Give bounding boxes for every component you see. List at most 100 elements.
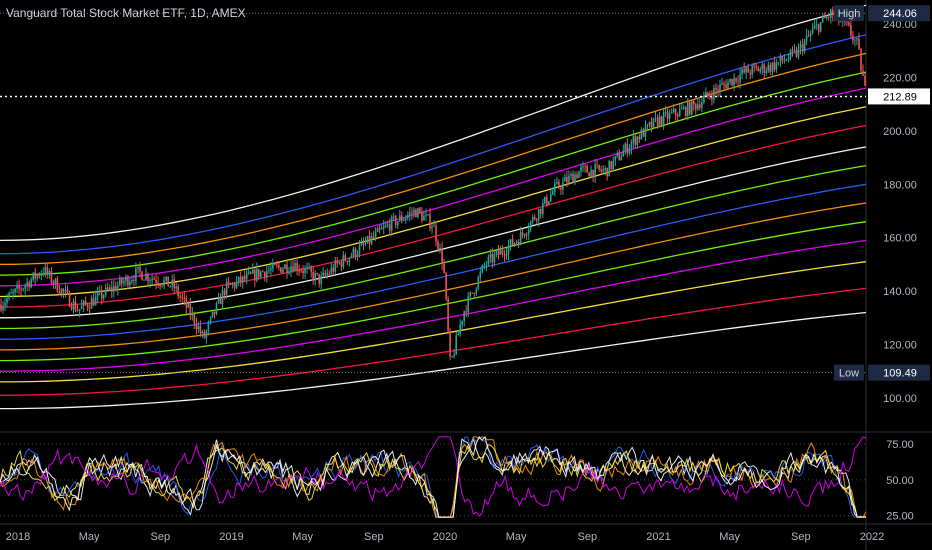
candle-body <box>461 320 463 325</box>
candle-body <box>384 225 387 227</box>
candle-body <box>161 285 163 287</box>
candle-body <box>173 279 175 289</box>
candle-body <box>370 236 373 244</box>
candle-body <box>465 311 467 313</box>
candle-body <box>858 38 860 49</box>
candle-body <box>479 271 482 278</box>
time-tick-label: May <box>292 531 313 543</box>
candle-body <box>793 50 796 51</box>
candle-body <box>10 293 12 294</box>
candle-body <box>687 102 689 116</box>
candle-body <box>471 292 474 294</box>
candle-body <box>78 309 81 312</box>
candle-body <box>469 292 472 297</box>
candle-body <box>348 257 351 263</box>
price-tick-label: 200.00 <box>883 126 917 138</box>
candle-body <box>511 239 514 245</box>
candle-body <box>570 174 572 176</box>
candle-body <box>664 111 667 113</box>
candle-body <box>709 95 711 97</box>
candle-body <box>149 280 151 282</box>
candle-body <box>598 165 600 170</box>
candle-body <box>491 253 494 263</box>
candle-body <box>66 290 69 293</box>
candle-body <box>830 9 832 18</box>
candle-body <box>769 64 772 72</box>
candle-body <box>523 234 526 236</box>
candle-body <box>612 160 614 169</box>
candle-body <box>203 331 206 338</box>
candle-body <box>106 287 109 290</box>
candle-body <box>785 60 788 62</box>
candle-body <box>564 177 566 182</box>
candle-body <box>731 79 733 86</box>
candle-body <box>725 84 727 89</box>
candle-body <box>286 264 288 273</box>
candle-body <box>650 122 653 128</box>
band-line-3 <box>0 71 867 276</box>
candle-body <box>399 215 401 222</box>
candle-body <box>155 279 157 283</box>
candle-body <box>221 290 224 304</box>
candle-body <box>165 276 167 281</box>
candle-body <box>117 285 119 291</box>
candle-body <box>723 83 725 85</box>
candle-body <box>775 62 778 70</box>
candle-body <box>80 305 83 309</box>
candle-body <box>475 288 478 294</box>
price-tick-label: 220.00 <box>883 72 917 84</box>
candle-body <box>525 234 528 236</box>
candle-body <box>225 281 228 295</box>
candle-body <box>527 229 530 234</box>
candle-body <box>169 285 171 287</box>
candle-body <box>145 273 147 280</box>
candle-body <box>191 313 194 316</box>
candle-body <box>864 76 866 86</box>
candle-body <box>783 60 786 62</box>
candle-body <box>622 150 625 157</box>
candle-body <box>302 270 304 273</box>
candle-body <box>322 272 324 276</box>
candle-body <box>189 303 192 316</box>
candle-body <box>231 283 234 285</box>
candle-body <box>699 104 701 108</box>
candle-body <box>417 208 419 218</box>
candle-body <box>648 122 651 125</box>
marker-value-bg <box>868 5 930 22</box>
candle-body <box>550 194 552 202</box>
candle-body <box>729 79 731 83</box>
candle-body <box>254 269 256 281</box>
candle-body <box>183 298 186 299</box>
candle-body <box>163 280 165 286</box>
time-tick-label: 2020 <box>433 531 457 543</box>
candle-body <box>467 296 469 313</box>
candle-body <box>451 356 453 358</box>
candle-body <box>342 255 345 267</box>
candle-body <box>747 67 749 73</box>
last-price-value: 212.89 <box>883 91 917 103</box>
candle-body <box>380 228 383 230</box>
band-line-14 <box>0 287 867 396</box>
candle-body <box>713 88 715 100</box>
candle-body <box>92 298 95 306</box>
candle-body <box>642 129 645 137</box>
candle-body <box>235 281 238 288</box>
candle-body <box>175 286 177 289</box>
candle-body <box>48 270 51 275</box>
candle-body <box>584 166 586 167</box>
candle-body <box>26 282 28 286</box>
candle-body <box>795 50 798 57</box>
candle-body <box>535 219 538 221</box>
candle-body <box>40 273 43 276</box>
band-line-8 <box>0 164 867 330</box>
candle-body <box>616 153 619 157</box>
band-line-9 <box>0 183 867 340</box>
candle-body <box>115 285 117 291</box>
candle-body <box>38 274 41 276</box>
candle-body <box>390 217 393 231</box>
band-line-2 <box>0 52 867 266</box>
candle-body <box>626 143 629 154</box>
candle-body <box>556 181 558 184</box>
candle-body <box>392 216 395 218</box>
